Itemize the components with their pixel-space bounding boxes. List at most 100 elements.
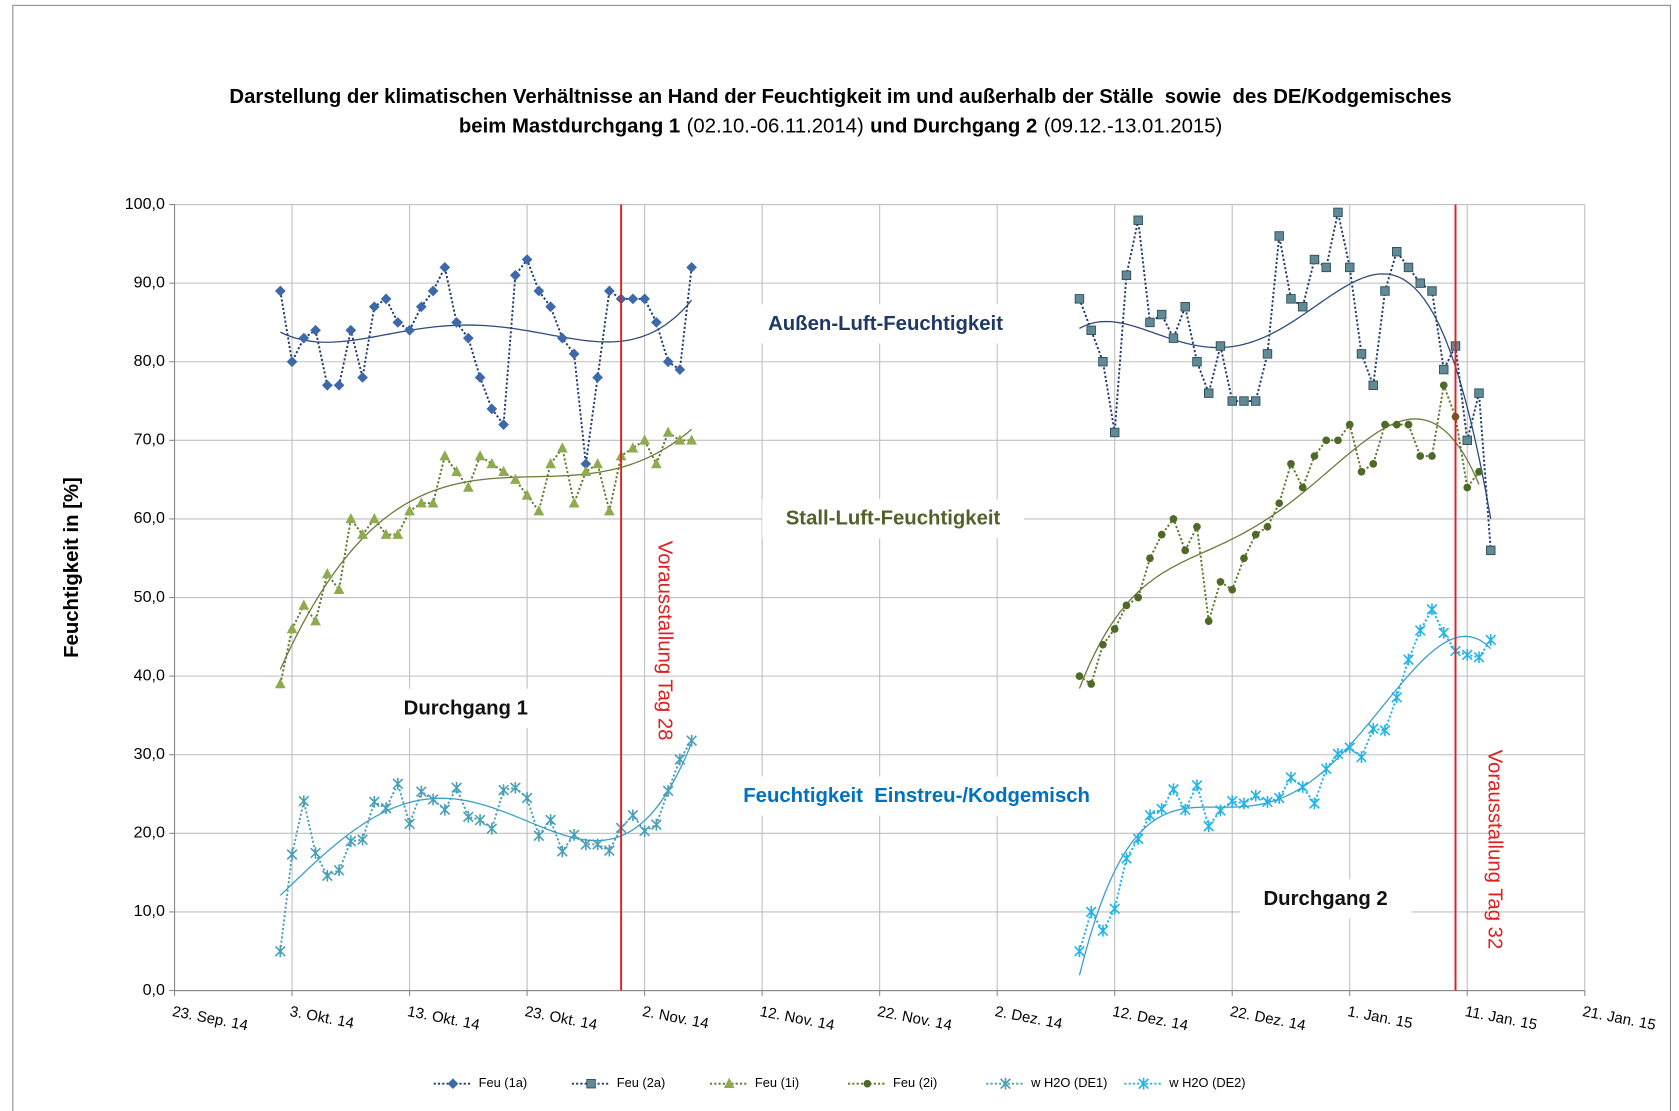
marker [1368,380,1378,391]
annotation-background [1239,879,1412,919]
marker [1086,325,1096,336]
legend-label: w H2O (DE2) [1168,1075,1245,1090]
marker [392,317,404,328]
marker [1251,396,1261,406]
marker [1228,585,1237,594]
marker [333,583,345,594]
marker [1322,436,1331,445]
marker [1087,680,1096,688]
marker [509,473,521,484]
marker [545,814,556,826]
marker [568,348,580,360]
marker [1075,672,1084,680]
marker [1193,522,1201,531]
marker [486,822,498,835]
marker [1369,460,1378,468]
y-tick-label: 50,0 [134,588,165,606]
marker [274,678,286,689]
marker [533,829,545,842]
marker [1215,804,1226,817]
marker [592,458,603,469]
marker [592,838,603,851]
marker [1109,902,1121,915]
annotation: Feuchtigkeit Einstreu-/Kodgemisch [743,785,1090,807]
marker [321,869,333,882]
marker [357,528,368,539]
marker [1356,751,1367,763]
marker [1357,467,1366,476]
marker [1287,460,1295,468]
marker [1333,207,1343,218]
series-line [1078,381,1480,686]
marker [674,753,686,766]
marker [1133,215,1143,225]
marker [368,513,380,524]
marker [474,814,486,826]
marker [1379,724,1391,737]
marker [1345,420,1354,429]
marker [1099,640,1107,649]
marker [639,825,651,837]
marker [427,793,439,806]
annotation-background [744,304,1027,344]
marker [1461,649,1473,661]
marker [603,844,615,857]
marker [1426,603,1438,616]
marker [662,426,674,437]
title-part: (09.12.-13.01.2015) [1044,116,1223,138]
marker [474,450,486,461]
marker [1263,522,1272,531]
legend-marker [723,1077,735,1088]
marker [1239,396,1249,406]
marker [1332,748,1344,760]
marker [639,434,650,445]
series-line [279,430,692,685]
y-tick-label: 100,0 [125,195,165,213]
marker [345,324,357,336]
trend-line [1078,418,1480,689]
marker [556,442,568,453]
legend-label: Feu (2a) [617,1075,665,1090]
title-part: und Durchgang 2 [870,116,1037,138]
marker [1286,294,1296,304]
marker [1404,420,1413,429]
marker [1438,627,1450,639]
marker [274,945,286,958]
y-tick-label: 90,0 [134,273,165,291]
y-tick-label: 40,0 [134,666,165,684]
title-part: (02.10.-06.11.2014) [687,116,864,138]
marker [1251,530,1260,539]
marker [1275,499,1284,508]
marker [1074,945,1085,958]
marker [1156,309,1167,320]
marker [357,833,368,846]
marker [651,458,662,469]
marker [521,489,533,500]
legend: Feu (1a) Feu (2a) Feu (1i) Feu (2i) w H2O (D… [433,1075,1246,1090]
legend-label: w H2O (DE1) [1030,1075,1107,1090]
y-tick-label: 10,0 [134,902,165,920]
marker [404,818,415,830]
marker [498,419,509,430]
trend-line [1078,635,1492,976]
trend-line [279,428,693,670]
marker [1157,530,1166,539]
marker [1262,796,1273,808]
y-tick-label: 80,0 [134,352,165,370]
marker [1203,820,1215,833]
annotation: Durchgang 1 [404,697,528,719]
marker [1297,781,1309,793]
title-part: beim Mastdurchgang 1 [459,116,680,138]
marker [498,784,509,796]
y-tick-label: 30,0 [134,745,165,763]
marker [1321,262,1331,273]
marker [368,796,380,808]
marker [1428,452,1436,460]
marker [1392,246,1402,257]
marker [1414,624,1426,637]
marker [286,356,298,368]
marker [333,864,345,877]
marker [1345,262,1355,273]
marker [662,356,674,368]
